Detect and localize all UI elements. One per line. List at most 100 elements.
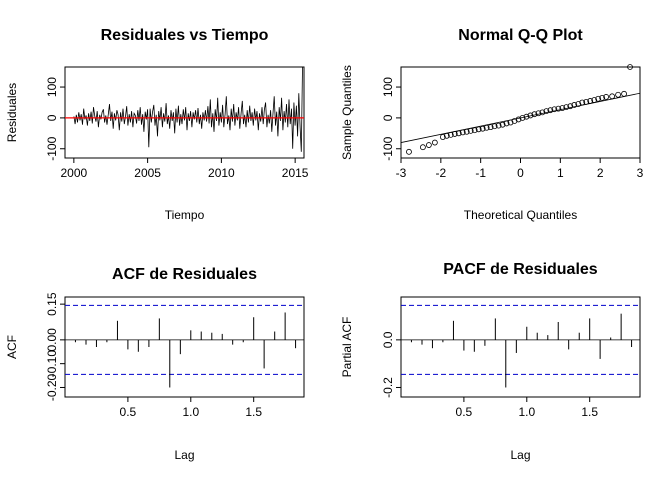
x-tick-label: 2005 xyxy=(134,166,161,180)
y-tick-label: 0.15 xyxy=(45,292,59,316)
x-axis-label: Lag xyxy=(174,448,194,462)
x-tick-label: 2000 xyxy=(61,166,88,180)
qq-point xyxy=(495,122,502,129)
qq-point xyxy=(621,90,627,97)
qq-point xyxy=(587,98,594,104)
x-tick-label: 1.0 xyxy=(182,405,199,419)
qq-point xyxy=(531,111,538,118)
x-tick-label: -3 xyxy=(396,166,407,180)
qq-point xyxy=(547,107,554,114)
x-tick-label: -2 xyxy=(435,166,446,180)
qq-point xyxy=(467,127,474,134)
qq-point xyxy=(527,112,534,119)
qq-point xyxy=(459,129,466,136)
qq-point xyxy=(483,124,490,131)
residuals-series-line xyxy=(73,66,303,152)
qq-point xyxy=(579,99,586,106)
x-tick-label: 0.5 xyxy=(456,405,473,419)
qq-point xyxy=(543,108,550,115)
qq-point xyxy=(511,118,518,124)
x-tick-label: 1.5 xyxy=(581,405,598,419)
panel-1: Residuales vs Tiempo Tiempo Residuales 2000… xyxy=(5,27,309,222)
qq-point xyxy=(567,103,574,110)
x-tick-label: 1.5 xyxy=(245,405,262,419)
plot-frame xyxy=(64,296,305,398)
y-axis-label: ACF xyxy=(5,335,19,359)
qq-point xyxy=(479,125,486,132)
y-tick-label: 0 xyxy=(45,114,59,121)
y-tick-label: 0.00 xyxy=(45,328,59,352)
qq-point xyxy=(583,98,590,105)
y-tick-label: 0 xyxy=(381,114,395,121)
y-tick-label: -0.2 xyxy=(381,377,395,398)
qq-point xyxy=(627,64,633,70)
y-tick-label: 100 xyxy=(45,77,59,97)
x-tick-label: 0.5 xyxy=(120,405,137,419)
x-tick-label: 1.0 xyxy=(518,405,535,419)
qq-point xyxy=(535,110,542,117)
qq-point xyxy=(571,102,578,108)
qq-point xyxy=(563,104,570,111)
y-axis-label: Partial ACF xyxy=(340,317,354,378)
qq-point xyxy=(439,134,446,140)
qq-point xyxy=(475,126,482,133)
y-tick-label: -100 xyxy=(381,136,395,160)
qq-point xyxy=(603,94,610,100)
qq-point xyxy=(609,93,616,100)
qq-point xyxy=(499,121,506,128)
qq-point xyxy=(539,109,546,116)
x-axis-label: Lag xyxy=(510,448,530,462)
qq-point xyxy=(591,97,598,103)
qq-point xyxy=(599,94,606,101)
qq-point xyxy=(551,106,558,113)
y-tick-label: -0.10 xyxy=(45,350,59,378)
qq-point xyxy=(555,105,562,112)
y-axis-label: Residuales xyxy=(5,83,19,142)
qq-point xyxy=(447,131,454,138)
qq-point xyxy=(575,101,582,107)
qq-point xyxy=(487,124,494,131)
panel-4: PACF de Residuales Lag Partial ACF 0.5 1.0 1.… xyxy=(340,261,641,462)
panel-2: Normal Q-Q Plot Theoretical Quantiles Samp… xyxy=(340,27,644,222)
qq-point xyxy=(515,116,522,123)
x-axis-label: Tiempo xyxy=(165,208,205,222)
qq-point xyxy=(491,123,498,130)
x-axis-label: Theoretical Quantiles xyxy=(464,208,577,222)
chart-title: Residuales vs Tiempo xyxy=(101,27,269,44)
qq-point xyxy=(463,128,470,135)
chart-title: Normal Q-Q Plot xyxy=(458,27,583,44)
y-tick-label: 0.0 xyxy=(381,331,395,348)
qq-point xyxy=(420,144,426,151)
plot-frame xyxy=(400,296,641,398)
qq-point xyxy=(559,105,566,111)
qq-point xyxy=(523,113,530,120)
chart-title: ACF de Residuales xyxy=(112,266,257,283)
qq-point xyxy=(443,132,450,139)
qq-point xyxy=(431,139,438,146)
qq-point xyxy=(595,95,602,102)
x-tick-label: -1 xyxy=(475,166,486,180)
qq-point xyxy=(471,127,478,134)
qq-point xyxy=(503,120,510,127)
x-tick-label: 2010 xyxy=(208,166,235,180)
x-tick-label: 0 xyxy=(517,166,524,180)
qq-point xyxy=(507,119,514,126)
panel-3: ACF de Residuales Lag ACF 0.5 1.0 1.5 -0.20-0.… xyxy=(5,266,305,462)
qq-point xyxy=(406,148,412,155)
plot-frame xyxy=(64,66,305,159)
x-tick-label: 2 xyxy=(597,166,604,180)
qq-point xyxy=(455,130,462,137)
x-tick-label: 2015 xyxy=(282,166,309,180)
y-axis-label: Sample Quantiles xyxy=(340,65,354,160)
qq-point xyxy=(615,91,621,98)
y-tick-label: -0.20 xyxy=(45,373,59,401)
chart-title: PACF de Residuales xyxy=(443,261,598,278)
x-tick-label: 3 xyxy=(637,166,644,180)
y-tick-label: 100 xyxy=(381,77,395,97)
x-tick-label: 1 xyxy=(557,166,564,180)
y-tick-label: -100 xyxy=(45,136,59,160)
qq-point xyxy=(425,142,432,148)
qq-point xyxy=(519,114,526,121)
qq-point xyxy=(451,131,458,137)
